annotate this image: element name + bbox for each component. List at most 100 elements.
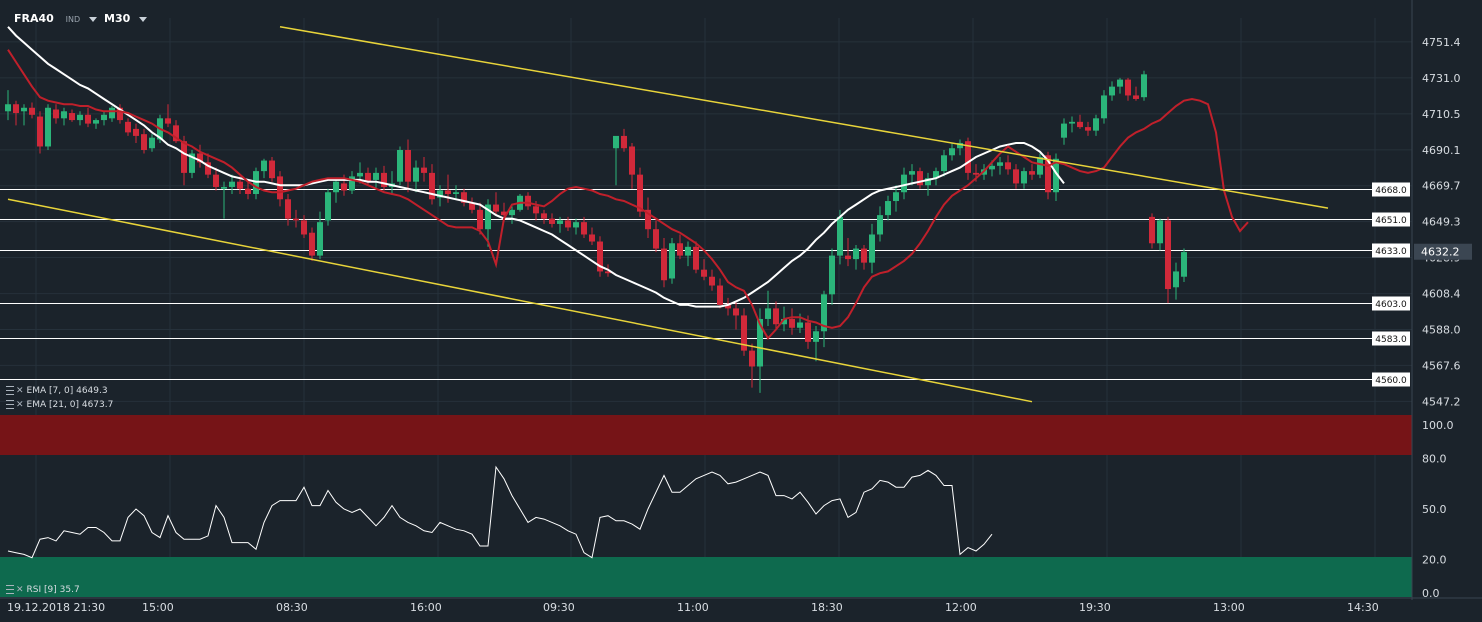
rsi-panel [7,465,993,559]
ema-slow-line [7,26,1065,308]
time-tick-label: 12:00 [945,601,977,614]
bull-candle [997,157,1003,175]
bear-candle [285,194,291,226]
candle-body [805,322,811,342]
candle-body [637,174,643,212]
bull-candle [1141,70,1147,101]
bear-candle [1077,114,1083,129]
candle-body [325,192,331,221]
bear-candle [645,197,651,238]
bear-candle [301,215,307,238]
candle-body [957,142,963,149]
bull-candle [925,172,931,196]
timeframe-selector[interactable]: M30 [104,12,148,28]
bull-candle [61,107,67,126]
candle-body [549,218,555,224]
bear-candle [693,241,699,274]
candle-body [1077,121,1083,128]
bear-candle [213,167,219,191]
bull-candle [1093,114,1099,136]
settings-icon[interactable] [6,400,14,409]
settings-icon[interactable] [6,585,14,594]
lower-channel-line [7,198,1033,403]
bull-candle [1061,118,1067,145]
price-tick-label: 4608.4 [1422,288,1461,301]
candle-body [445,190,451,194]
bull-candle [885,195,891,221]
candle-body [205,162,211,175]
time-tick-label: 16:00 [410,601,442,614]
close-icon[interactable]: ✕ [16,386,24,396]
bull-candle [413,160,419,193]
settings-icon[interactable] [6,386,14,395]
candle-body [741,315,747,351]
candle-body [189,153,195,173]
candle-body [837,216,843,256]
candle-body [693,246,699,270]
candle-body [765,308,771,319]
candle-body [725,304,731,309]
symbol-selector[interactable]: FRA40 IND [14,12,98,28]
candle-body [61,111,67,119]
candle-body [181,141,187,173]
bull-candle [373,167,379,189]
bull-candle [957,139,963,156]
candle-body [309,232,315,256]
candle-body [317,222,323,256]
bull-candle [941,150,947,177]
bear-candle [469,197,475,214]
candle-body [605,271,611,274]
bear-candle [709,269,715,291]
bull-candle [229,174,235,194]
candle-body [541,213,547,219]
candle-body [613,135,619,149]
bull-candle [1101,90,1107,124]
bull-candle [333,178,339,203]
price-tick-label: 4547.2 [1422,395,1461,408]
candle-body [117,107,123,121]
candle-body [1157,220,1163,244]
rsi-legend[interactable]: ✕ RSI [9] 35.7 [6,585,80,595]
bear-candle [661,238,667,288]
candle-body [5,104,11,112]
bull-candle [21,104,27,126]
price-level-label: 4668.0 [1375,186,1407,196]
bear-candle [581,216,587,238]
bear-candle [789,308,795,335]
close-icon[interactable]: ✕ [16,585,24,595]
candle-body [533,206,539,214]
bear-candle [141,128,147,154]
bear-candle [85,107,91,128]
timeframe-label: M30 [104,12,131,25]
candle-body [629,146,635,175]
candle-body [1045,155,1051,193]
ema7-legend[interactable]: ✕ EMA [7, 0] 4649.3 [6,386,108,396]
bear-candle [677,234,683,260]
bear-candle [477,202,483,235]
candle-body [509,209,515,216]
rsi-tick-label: 80.0 [1422,453,1447,466]
symbol-name: FRA40 [14,12,54,25]
candle-body [421,167,427,173]
price-level-tag [1372,372,1410,387]
candle-body [573,222,579,228]
ema21-legend[interactable]: ✕ EMA [21, 0] 4673.7 [6,400,113,410]
candle-body [989,165,995,170]
candle-body [597,241,603,272]
candle-body [365,172,371,182]
price-tick-label: 4567.6 [1422,359,1461,372]
bull-candle [77,111,83,126]
candle-body [1093,118,1099,131]
bear-candle [277,171,283,207]
price-tick-label: 4710.5 [1422,108,1461,121]
close-icon[interactable]: ✕ [16,400,24,410]
bull-candle [765,290,771,326]
bear-candle [1005,155,1011,175]
symbol-tag: IND [65,15,81,24]
bull-candle [909,164,915,186]
candle-body [1149,216,1155,244]
bull-candle [45,104,51,150]
candle-body [1053,158,1059,193]
bull-candle [253,167,259,200]
